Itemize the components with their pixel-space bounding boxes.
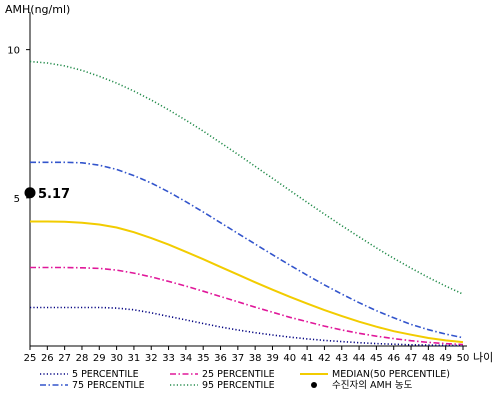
y-tick-label: 10: [7, 46, 20, 57]
x-tick-label: 49: [439, 353, 452, 364]
x-tick-label: 39: [266, 353, 279, 364]
series-lines: 5.17: [24, 60, 464, 347]
x-tick-label: 50: [457, 353, 470, 364]
x-tick-label: 41: [301, 353, 314, 364]
series-line-3: [30, 161, 464, 339]
x-tick-label: 27: [58, 353, 71, 364]
x-tick-label: 43: [335, 353, 348, 364]
y-tick-label: 5: [14, 194, 20, 205]
x-axis-title: 나이: [473, 351, 493, 364]
x-tick-label: 28: [76, 353, 89, 364]
x-tick-label: 37: [231, 353, 244, 364]
x-tick-label: 35: [197, 353, 210, 364]
x-tick-label: 38: [249, 353, 262, 364]
x-tick-label: 34: [180, 353, 193, 364]
legend-label-5: 수진자의 AMH 농도: [332, 380, 413, 391]
x-tick-label: 26: [41, 353, 54, 364]
y-axis-title: AMH(ng/ml): [5, 3, 70, 16]
x-tick-label: 45: [370, 353, 383, 364]
axis-labels: AMH(ng/ml) 나이: [5, 3, 493, 364]
x-tick-label: 47: [405, 353, 418, 364]
legend-label-1: 25 PERCENTILE: [202, 369, 275, 380]
x-tick-label: 44: [353, 353, 366, 364]
series-line-0: [30, 306, 463, 347]
legend-label-3: 75 PERCENTILE: [72, 380, 145, 391]
x-tick-label: 40: [283, 353, 296, 364]
legend-marker-5: [311, 382, 317, 388]
x-tick-label: 36: [214, 353, 227, 364]
x-tick-label: 48: [422, 353, 435, 364]
x-tick-label: 42: [318, 353, 331, 364]
x-tick-label: 31: [128, 353, 141, 364]
highlight-point-label: 5.17: [38, 187, 70, 202]
x-tick-label: 25: [24, 353, 37, 364]
x-tick-label: 46: [387, 353, 400, 364]
highlight-point-marker: [24, 187, 36, 199]
axes: 5 10 25 26 27 28 29 30 31 32 33 34 35 36 37 38 39 40 41 42 4…: [7, 12, 469, 364]
legend-label-0: 5 PERCENTILE: [72, 369, 139, 380]
legend-label-4: 95 PERCENTILE: [202, 380, 275, 391]
x-tick-label: 33: [162, 353, 175, 364]
x-tick-label: 32: [145, 353, 158, 364]
legend-label-2: MEDIAN(50 PERCENTILE): [332, 369, 450, 380]
series-line-4: [29, 60, 464, 295]
series-line-1: [30, 266, 464, 346]
series-line-2: [30, 220, 464, 344]
legend: 5 PERCENTILE 25 PERCENTILE MEDIAN(50 PERCE…: [40, 369, 450, 391]
x-tick-label: 30: [110, 353, 123, 364]
x-tick-label: 29: [93, 353, 106, 364]
